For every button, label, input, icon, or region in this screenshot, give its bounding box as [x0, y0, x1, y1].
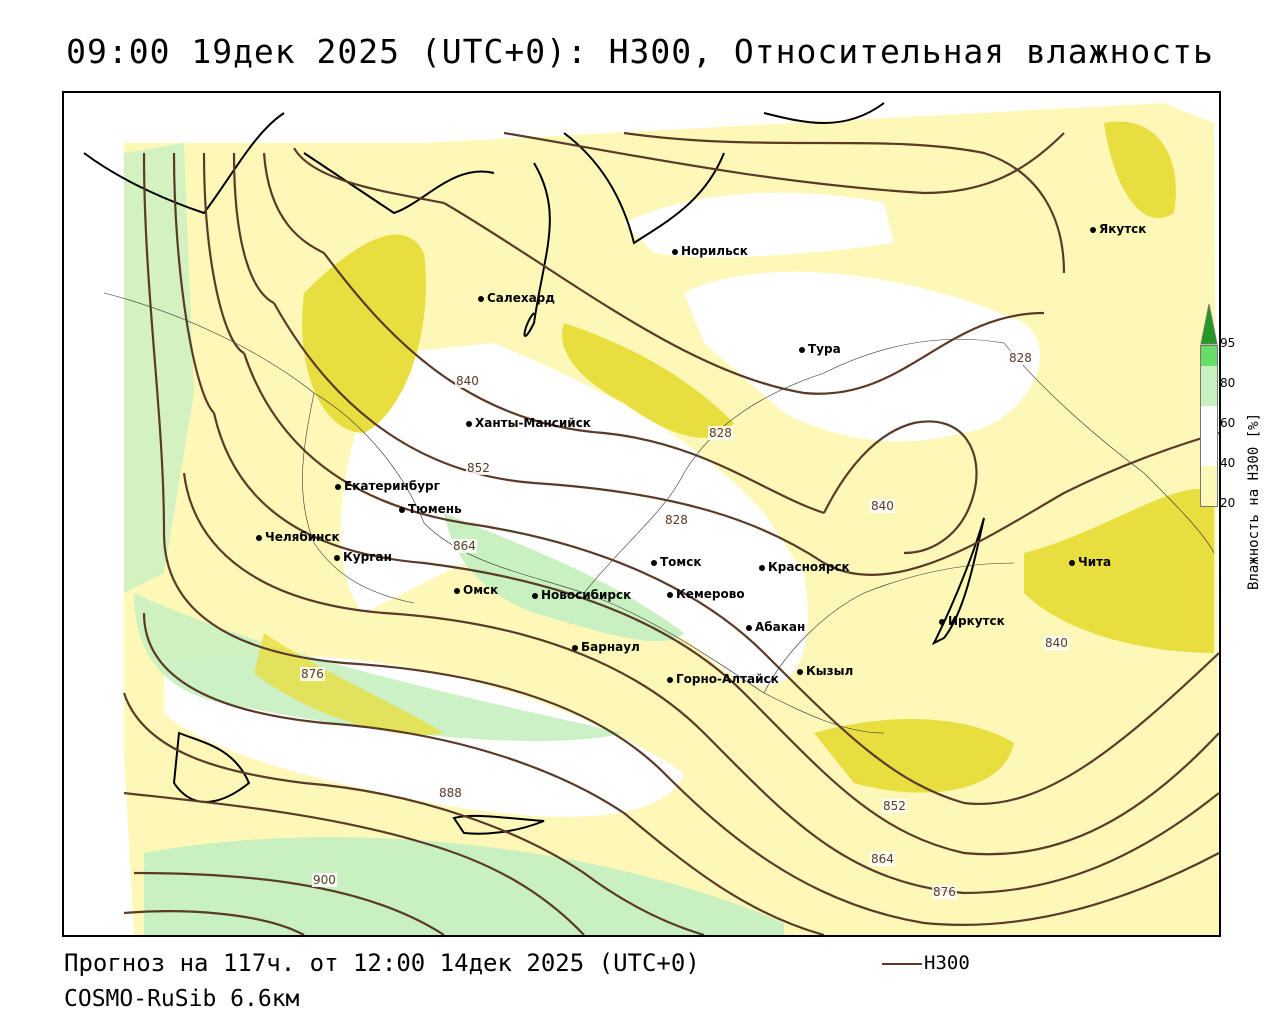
- city-dot-icon: [454, 587, 460, 594]
- city-dot-icon: [478, 295, 484, 302]
- contour-label: 900: [312, 873, 337, 887]
- city-marker[interactable]: Иркутск: [939, 614, 1005, 628]
- contour-label: 864: [870, 852, 895, 866]
- city-dot-icon: [759, 564, 765, 571]
- city-marker[interactable]: Красноярск: [759, 560, 850, 574]
- city-dot-icon: [399, 506, 405, 513]
- map-title: 09:00 19дек 2025 (UTC+0): H300, Относите…: [66, 32, 1214, 71]
- city-dot-icon: [256, 534, 262, 541]
- legend-tick: 40: [1220, 456, 1236, 470]
- contour-label: 864: [452, 539, 477, 553]
- line-swatch-icon: [882, 962, 922, 965]
- contour-label: 828: [1008, 351, 1033, 365]
- legend-arrow-icon: [1200, 303, 1218, 345]
- city-marker[interactable]: Новосибирск: [532, 588, 631, 602]
- contour-label: 888: [438, 786, 463, 800]
- city-marker[interactable]: Тура: [799, 342, 841, 356]
- city-dot-icon: [799, 346, 805, 353]
- coastlines: [83, 102, 985, 835]
- city-dot-icon: [667, 676, 673, 683]
- legend-tick: 80: [1220, 376, 1236, 390]
- contour-label: 876: [932, 885, 957, 899]
- city-marker[interactable]: Якутск: [1090, 222, 1146, 236]
- legend-tick: 20: [1220, 496, 1236, 510]
- contour-label: 876: [300, 667, 325, 681]
- city-marker[interactable]: Абакан: [746, 620, 805, 634]
- contour-label: 852: [466, 461, 491, 475]
- legend-color-bar: [1200, 345, 1218, 507]
- map-canvas: [83, 93, 1219, 935]
- city-dot-icon: [1090, 226, 1096, 233]
- city-dot-icon: [672, 248, 678, 255]
- city-marker[interactable]: Салехард: [478, 291, 555, 305]
- city-marker[interactable]: Кемерово: [667, 587, 745, 601]
- admin-borders: [103, 292, 1215, 734]
- city-marker[interactable]: Екатеринбург: [335, 479, 440, 493]
- city-dot-icon: [532, 592, 538, 599]
- city-marker[interactable]: Кызыл: [797, 664, 853, 678]
- map-area[interactable]: 828 840 828 852 864 840 828 876 888 900 …: [62, 91, 1221, 937]
- city-marker[interactable]: Чита: [1069, 555, 1111, 569]
- model-info: COSMO-RuSib 6.6км: [64, 986, 300, 1012]
- humidity-legend: 95 80 60 50 40 20: [1200, 300, 1280, 620]
- legend-tick: 95: [1220, 336, 1236, 350]
- legend-title: Влажность на H300 [%]: [1246, 412, 1262, 590]
- city-dot-icon: [667, 591, 673, 598]
- contour-label: 828: [708, 426, 733, 440]
- forecast-info: Прогноз на 117ч. от 12:00 14дек 2025 (UT…: [64, 949, 700, 977]
- city-dot-icon: [1069, 559, 1075, 566]
- city-dot-icon: [572, 644, 578, 651]
- city-marker[interactable]: Томск: [651, 555, 702, 569]
- city-marker[interactable]: Омск: [454, 583, 498, 597]
- city-dot-icon: [335, 483, 341, 490]
- city-marker[interactable]: Норильск: [672, 244, 748, 258]
- city-dot-icon: [939, 618, 945, 625]
- contour-label: 852: [882, 799, 907, 813]
- city-dot-icon: [651, 559, 657, 566]
- contour-label: 840: [1044, 636, 1069, 650]
- series-key: H300: [882, 952, 970, 974]
- city-dot-icon: [466, 420, 472, 427]
- city-dot-icon: [746, 624, 752, 631]
- city-marker[interactable]: Барнаул: [572, 640, 640, 654]
- city-marker[interactable]: Челябинск: [256, 530, 340, 544]
- city-dot-icon: [797, 668, 803, 675]
- legend-tick: 60: [1220, 416, 1236, 430]
- contour-label: 828: [664, 513, 689, 527]
- city-marker[interactable]: Ханты-Мансийск: [466, 416, 591, 430]
- city-dot-icon: [334, 554, 340, 561]
- contour-label: 840: [870, 499, 895, 513]
- city-marker[interactable]: Горно-Алтайск: [667, 672, 779, 686]
- city-marker[interactable]: Курган: [334, 550, 392, 564]
- contour-label: 840: [455, 374, 480, 388]
- h300-contours: [122, 131, 1219, 935]
- city-marker[interactable]: Тюмень: [399, 502, 462, 516]
